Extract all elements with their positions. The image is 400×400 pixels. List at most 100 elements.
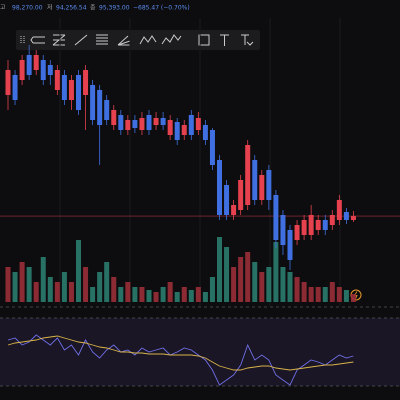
- volume-bar: [12, 272, 18, 302]
- volume-bar: [315, 287, 321, 302]
- candle-body: [301, 220, 307, 235]
- tool-trend[interactable]: [30, 36, 45, 44]
- candle-body: [104, 100, 110, 120]
- volume-bar: [167, 282, 173, 302]
- candle-body: [40, 60, 46, 80]
- candle-body: [160, 118, 166, 125]
- volume-bar: [308, 287, 314, 302]
- candle-body: [294, 225, 300, 240]
- volume-bar: [146, 290, 152, 302]
- tool-text[interactable]: [220, 34, 229, 46]
- volume-bar: [181, 287, 187, 302]
- volume-bar: [68, 282, 74, 302]
- candle-body: [125, 120, 131, 130]
- candle-body: [61, 75, 67, 100]
- candle-body: [76, 75, 81, 110]
- high-value: 98,270.00: [12, 5, 43, 12]
- change-value: −685.47 (−0.70%): [133, 5, 190, 12]
- volume-bar: [90, 287, 96, 302]
- candle-body: [280, 215, 286, 245]
- candle-body: [153, 118, 159, 125]
- candle-body: [322, 220, 328, 230]
- candle-body: [224, 185, 230, 215]
- rsi-line: [7, 334, 354, 386]
- candle-body: [5, 70, 11, 95]
- volume-bar: [273, 242, 279, 302]
- volume-bar: [174, 292, 180, 302]
- tool-rect[interactable]: [198, 34, 210, 46]
- tool-fan[interactable]: [117, 35, 131, 46]
- volume-bar: [132, 287, 138, 302]
- volume-bar: [245, 252, 251, 302]
- candle-body: [343, 212, 349, 220]
- volume-bar: [83, 267, 89, 302]
- candle-body: [238, 180, 244, 210]
- volume-bar: [287, 272, 293, 302]
- tool-elliott[interactable]: [161, 34, 182, 45]
- candle-body: [329, 215, 335, 225]
- volume-bar: [125, 282, 131, 302]
- candle-body: [146, 115, 152, 130]
- grid: [59, 18, 341, 306]
- volume-bar: [329, 282, 335, 302]
- volume-bar: [350, 294, 356, 302]
- drawing-toolbar: [16, 30, 260, 50]
- volume-bar: [217, 237, 222, 302]
- candle-body: [83, 70, 89, 95]
- high-label: 고: [0, 5, 6, 12]
- volume-bar: [322, 287, 328, 302]
- tool-channel[interactable]: [52, 34, 66, 46]
- candle-body: [26, 55, 32, 75]
- tool-text-note[interactable]: [241, 34, 254, 46]
- candle-body: [195, 118, 201, 130]
- toolbar-bg: [16, 30, 260, 50]
- volume-bar: [5, 267, 11, 302]
- candle-body: [259, 175, 265, 200]
- tool-line[interactable]: [74, 34, 88, 46]
- volume-bar: [195, 287, 201, 302]
- candle-body: [167, 120, 173, 135]
- low-value: 94,256.54: [56, 5, 87, 12]
- volume-bar: [224, 247, 230, 302]
- volume-bar: [104, 262, 110, 302]
- candle-body: [350, 216, 356, 220]
- candle-body: [97, 90, 103, 125]
- rsi-line: [7, 335, 354, 371]
- candle-body: [252, 160, 258, 200]
- tool-fib[interactable]: [96, 34, 108, 45]
- volume-bar: [238, 257, 244, 302]
- volume-bar: [280, 267, 286, 302]
- candle-body: [19, 60, 25, 80]
- volume-bar: [294, 277, 300, 302]
- volume-bar: [54, 282, 60, 302]
- volume-bar: [153, 292, 159, 302]
- volume-bar: [33, 282, 39, 302]
- candle-body: [308, 215, 314, 235]
- candle-body: [12, 75, 18, 100]
- rsi-band: [0, 318, 400, 386]
- candle-body: [336, 200, 342, 220]
- candle-body: [47, 65, 53, 75]
- volume-bar: [252, 262, 258, 302]
- candle-body: [315, 220, 321, 230]
- volume-bar: [266, 267, 272, 302]
- toolbar-handle: [20, 36, 25, 44]
- volume-bar: [26, 267, 32, 302]
- candle-body: [287, 230, 293, 260]
- volume-bar: [111, 277, 117, 302]
- candle-body: [139, 118, 145, 130]
- close-value: 95,393.00: [99, 5, 130, 12]
- candle-body: [54, 70, 60, 90]
- volume-bar: [231, 267, 237, 302]
- candle-body: [209, 130, 215, 165]
- candle-body: [202, 125, 208, 140]
- volume-bar: [19, 262, 25, 302]
- candle-body: [188, 115, 194, 135]
- volume-bar: [343, 290, 349, 302]
- candle-body: [90, 85, 96, 120]
- tool-pattern[interactable]: [139, 35, 157, 45]
- candle-body: [273, 195, 279, 240]
- candle-body: [245, 145, 251, 205]
- volume-bar: [301, 282, 307, 302]
